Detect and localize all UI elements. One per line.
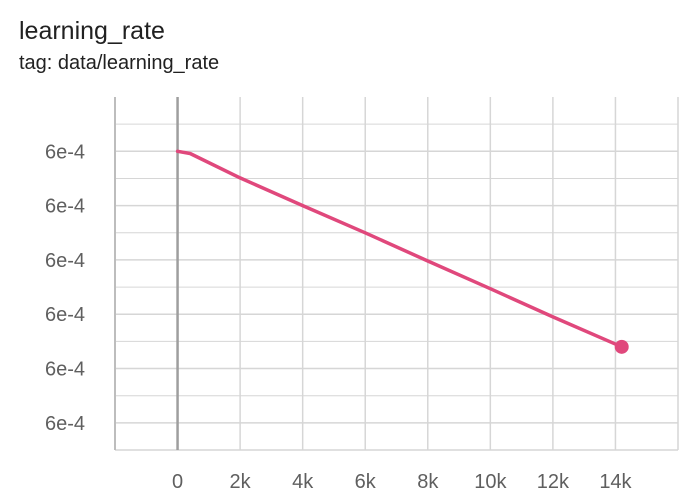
y-tick-label: 6e-4 xyxy=(45,304,85,326)
y-tick-label: 6e-4 xyxy=(45,359,85,381)
x-tick-label: 2k xyxy=(230,471,252,493)
series-line xyxy=(175,149,624,349)
y-tick-labels: 6e-4 6e-4 6e-4 6e-4 6e-4 6e-4 xyxy=(45,141,85,435)
x-tick-label: 12k xyxy=(537,471,570,493)
minor-grid xyxy=(115,123,678,451)
x-tick-label: 10k xyxy=(474,471,507,493)
y-tick-label: 6e-4 xyxy=(45,413,85,435)
x-tick-label: 0 xyxy=(172,471,183,493)
chart-title: learning_rate xyxy=(19,17,165,45)
x-tick-label: 6k xyxy=(355,471,377,493)
chart-subtitle: tag: data/learning_rate xyxy=(19,52,220,74)
x-tick-label: 4k xyxy=(292,471,314,493)
x-tick-labels: 0 2k 4k 6k 8k 10k 12k 14k xyxy=(172,471,633,493)
x-tick-label: 14k xyxy=(599,471,632,493)
series-layer xyxy=(175,149,629,354)
y-tick-label: 6e-4 xyxy=(45,141,85,163)
y-tick-label: 6e-4 xyxy=(45,250,85,272)
last-point-marker xyxy=(614,339,629,354)
major-grid xyxy=(114,97,679,450)
y-tick-label: 6e-4 xyxy=(45,196,85,218)
axes xyxy=(114,97,678,451)
x-tick-label: 8k xyxy=(417,471,439,493)
